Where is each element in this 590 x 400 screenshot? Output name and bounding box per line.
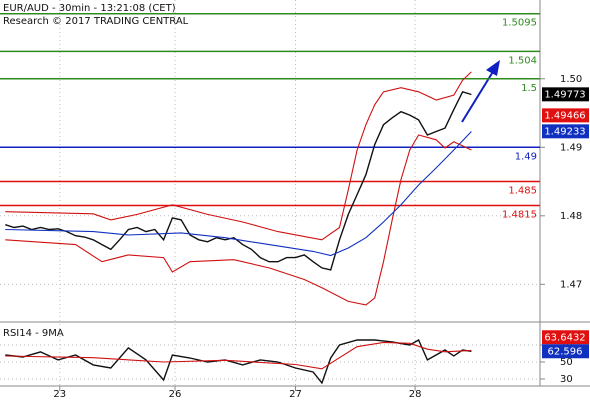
y-tick-label: 1.48 — [560, 211, 582, 222]
price-tag-label: 62.596 — [548, 346, 583, 357]
x-tick-label: 27 — [289, 389, 302, 400]
x-tick-label: 26 — [169, 389, 182, 400]
x-tick-label: 23 — [53, 389, 66, 400]
y-tick-label: 1.50 — [560, 74, 582, 85]
price-tag — [542, 330, 589, 345]
chart-subtitle: Research © 2017 TRADING CENTRAL — [3, 16, 189, 27]
series-line — [5, 71, 472, 241]
price-tag-label: 1.49233 — [544, 126, 585, 137]
series-line — [5, 134, 472, 306]
price-tag — [542, 87, 589, 102]
level-label: 1.5095 — [502, 18, 537, 29]
series-line — [5, 90, 472, 271]
series-line — [5, 339, 472, 385]
price-tag-label: 1.49773 — [544, 89, 585, 100]
y-tick-label: 50 — [560, 357, 573, 368]
price-tag — [542, 108, 589, 123]
price-tag-label: 63.6432 — [544, 332, 585, 343]
series-line — [5, 341, 472, 370]
y-tick-label: 1.49 — [560, 142, 582, 153]
price-tag — [542, 344, 589, 359]
price-tag-label: 1.49466 — [544, 110, 585, 121]
level-label: 1.485 — [508, 186, 537, 197]
y-tick-label: 1.47 — [560, 279, 582, 290]
y-tick-label: 30 — [560, 374, 573, 385]
series-line — [5, 131, 472, 257]
price-tag — [542, 124, 589, 139]
chart-title: EUR/AUD - 30min - 13:21:08 (CET) — [3, 3, 176, 14]
level-label: 1.5 — [521, 83, 537, 94]
x-tick-label: 28 — [409, 389, 422, 400]
level-label: 1.4815 — [502, 210, 537, 221]
level-label: 1.49 — [515, 151, 537, 162]
level-label: 1.504 — [508, 55, 537, 66]
panel-title: RSI14 - 9MA — [3, 328, 64, 339]
